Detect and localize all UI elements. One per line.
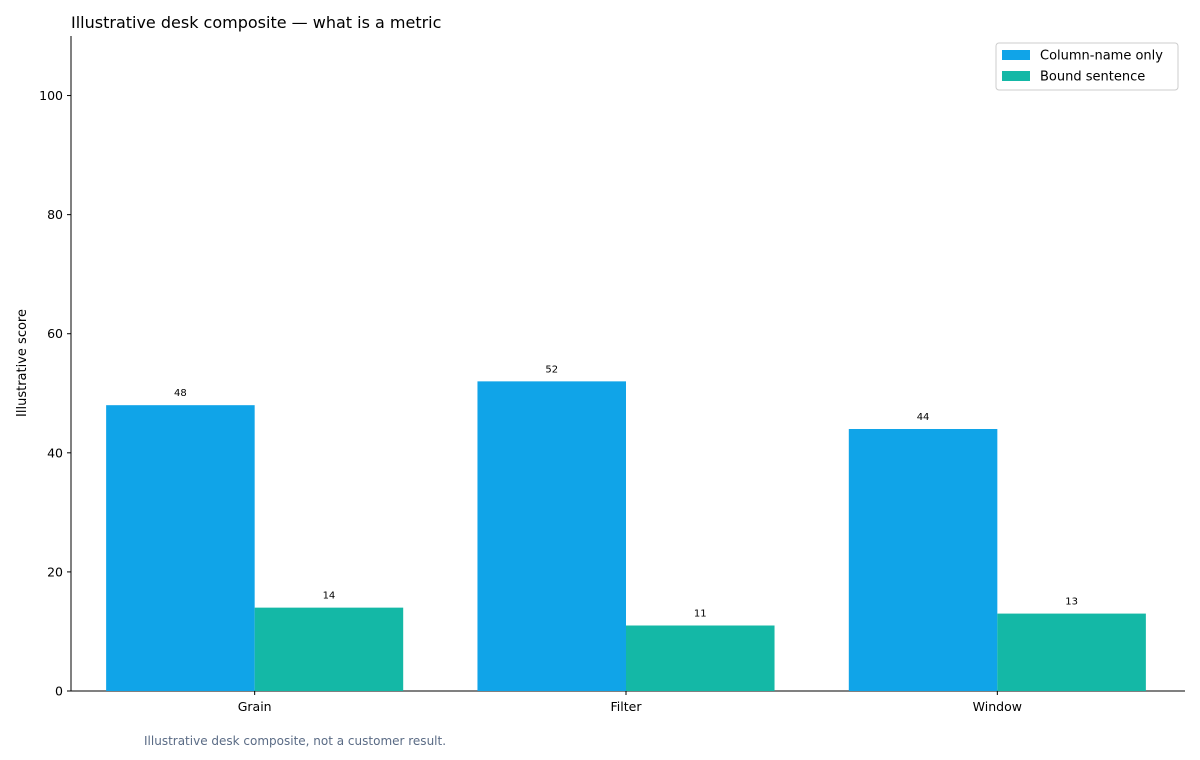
y-tick-label: 20 bbox=[47, 564, 63, 579]
plot-area: 0 20 40 60 80 100 Grain 48 14 Filter 52 11 Window 44 1… bbox=[39, 36, 1185, 714]
y-tick-label: 0 bbox=[55, 684, 63, 699]
bar-value-label: 52 bbox=[545, 364, 558, 375]
bar bbox=[997, 613, 1146, 691]
y-axis-label: Illustrative score bbox=[15, 309, 30, 417]
x-tick-label: Grain bbox=[238, 699, 272, 714]
x-tick-label: Window bbox=[973, 699, 1022, 714]
bar-value-label: 11 bbox=[694, 609, 707, 620]
legend-swatch bbox=[1002, 50, 1030, 60]
bar-value-label: 48 bbox=[174, 388, 187, 399]
bar bbox=[477, 381, 626, 691]
bar-value-label: 13 bbox=[1065, 597, 1078, 608]
y-tick-label: 80 bbox=[47, 207, 63, 222]
bar bbox=[848, 429, 998, 691]
legend-frame bbox=[995, 42, 1179, 91]
legend-label: Bound sentence bbox=[1040, 70, 1145, 85]
legend-swatch bbox=[1002, 71, 1030, 81]
x-tick-label: Filter bbox=[611, 699, 643, 714]
legend-label: Column-name only bbox=[1040, 49, 1163, 64]
y-tick-label: 60 bbox=[47, 326, 63, 341]
y-tick-label: 40 bbox=[47, 445, 63, 460]
bar bbox=[254, 607, 404, 691]
bar-value-label: 14 bbox=[323, 591, 336, 602]
footnote: Illustrative desk composite, not a custo… bbox=[144, 734, 446, 748]
chart-title: Illustrative desk composite — what is a … bbox=[71, 13, 441, 32]
legend: Column-name only Bound sentence bbox=[995, 42, 1179, 91]
bar bbox=[626, 625, 775, 691]
y-tick-label: 100 bbox=[39, 88, 63, 103]
bar-value-label: 44 bbox=[917, 412, 930, 423]
bar bbox=[106, 405, 255, 691]
